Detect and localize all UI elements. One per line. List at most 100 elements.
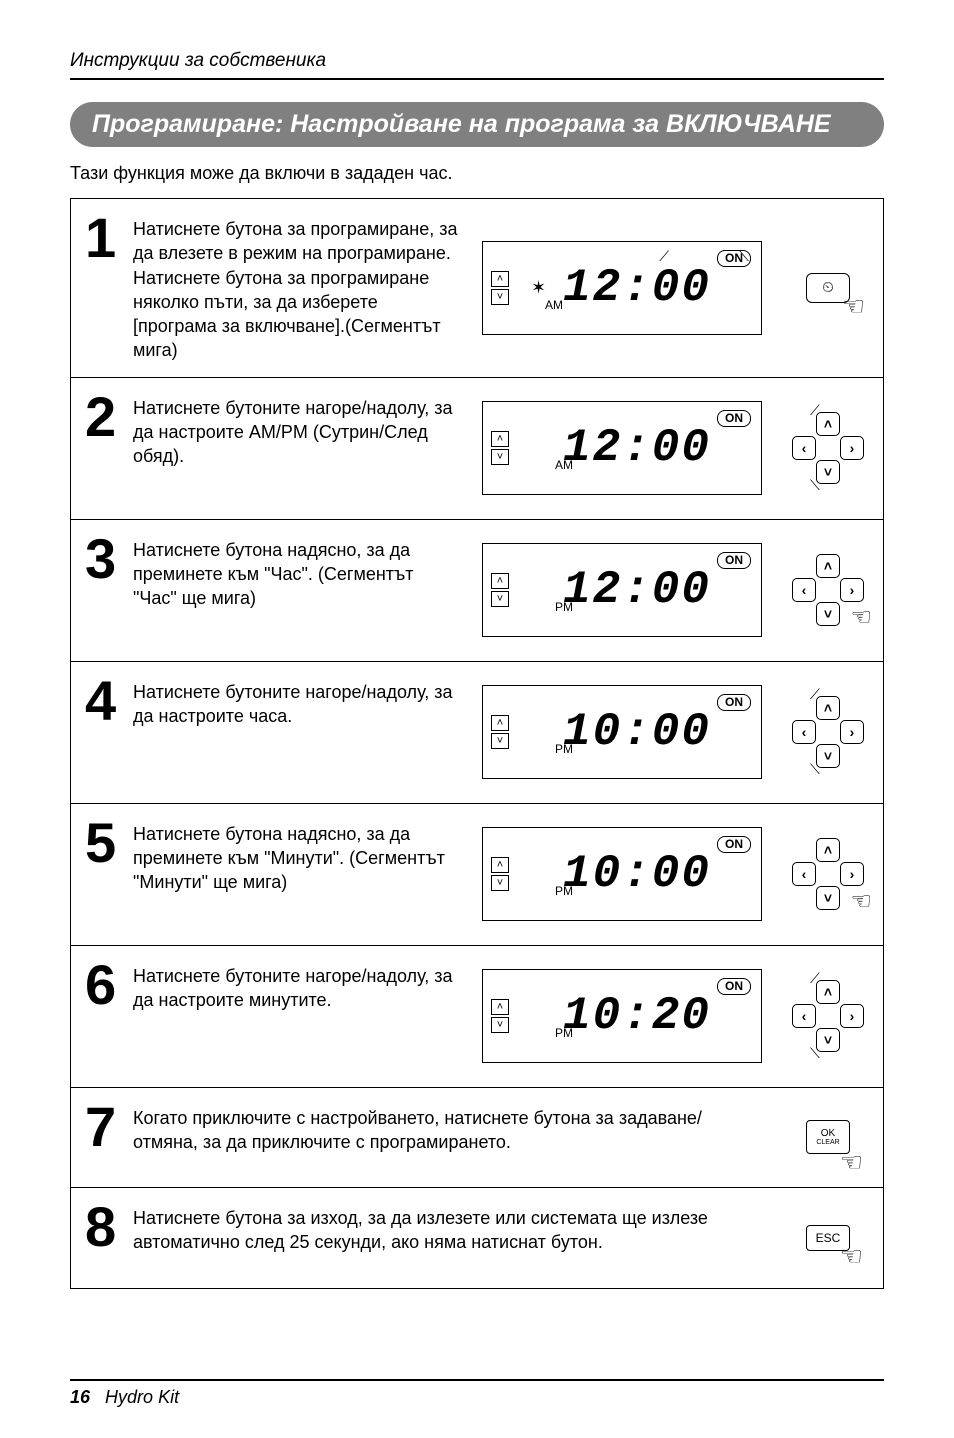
- dpad-left-button[interactable]: ‹: [792, 436, 816, 460]
- dpad-right-button[interactable]: ›: [840, 436, 864, 460]
- step-text-cell: 4 Натиснете бутоните нагоре/надолу, за д…: [71, 662, 471, 803]
- ok-clear-button[interactable]: OK CLEAR ☜: [806, 1120, 850, 1154]
- up-arrow-icon: ˄: [491, 715, 509, 731]
- steps-container: 1 Натиснете бутона за програмиране, за д…: [70, 198, 884, 1289]
- dpad-up-button[interactable]: ˄: [816, 838, 840, 862]
- lcd-display: ˄ ˅ ⟋ ON ⟋ ✶ AM 12:00: [482, 241, 762, 335]
- page-header: Инструкции за собственика: [70, 50, 884, 80]
- on-badge: ON: [717, 694, 751, 711]
- dpad-right-button[interactable]: ›: [840, 720, 864, 744]
- updown-icon: ˄ ˅: [491, 857, 509, 891]
- hand-icon: ☜: [840, 1241, 863, 1272]
- dpad-right-button[interactable]: ›: [840, 578, 864, 602]
- on-badge: ON: [717, 978, 751, 995]
- button-icon-cell: ESC ☜: [773, 1188, 883, 1288]
- step-text-cell: 6 Натиснете бутоните нагоре/надолу, за д…: [71, 946, 471, 1087]
- up-arrow-icon: ˄: [491, 271, 509, 287]
- ok-label: OK: [821, 1129, 835, 1139]
- step-row: 7 Когато приключите с настройването, нат…: [71, 1088, 883, 1188]
- step-text: Натиснете бутоните нагоре/надолу, за да …: [133, 960, 459, 1013]
- dpad: ˄ ‹ › ˅ ☜: [792, 838, 864, 910]
- step-number: 5: [85, 818, 125, 868]
- lcd-display: ˄ ˅ ON PM 10:00: [482, 685, 762, 779]
- clock-icon: ⏲: [822, 279, 834, 296]
- step-number: 7: [85, 1102, 125, 1152]
- hand-icon: ☜: [850, 603, 872, 632]
- up-arrow-icon: ˄: [491, 431, 509, 447]
- section-title-bar: Програмиране: Настройване на програма за…: [70, 102, 884, 147]
- step-text-cell: 2 Натиснете бутоните нагоре/надолу, за д…: [71, 378, 471, 519]
- step-row: 8 Натиснете бутона за изход, за да излез…: [71, 1188, 883, 1288]
- down-arrow-icon: ˅: [491, 591, 509, 607]
- program-button[interactable]: ⏲ ☜: [806, 273, 850, 303]
- dpad-right-button[interactable]: ›: [840, 862, 864, 886]
- motion-icon: ⟋: [810, 686, 820, 703]
- step-text-cell: 3 Натиснете бутона надясно, за да премин…: [71, 520, 471, 661]
- on-badge: ON: [717, 410, 751, 427]
- step-text-cell: 7 Когато приключите с настройването, нат…: [71, 1088, 773, 1187]
- dpad-left-button[interactable]: ‹: [792, 862, 816, 886]
- step-text: Натиснете бутоните нагоре/надолу, за да …: [133, 392, 459, 469]
- dpad-right-button[interactable]: ›: [840, 1004, 864, 1028]
- step-text-cell: 5 Натиснете бутона надясно, за да премин…: [71, 804, 471, 945]
- clear-label: CLEAR: [816, 1139, 839, 1146]
- button-icon-cell: ˄ ‹ › ˅ ☜: [773, 804, 883, 945]
- dpad-up-button[interactable]: ˄: [816, 554, 840, 578]
- dpad: ˄ ‹ › ˅ ⟋ ⟍: [792, 412, 864, 484]
- step-number: 6: [85, 960, 125, 1010]
- step-row: 6 Натиснете бутоните нагоре/надолу, за д…: [71, 946, 883, 1088]
- step-text: Натиснете бутона надясно, за да преминет…: [133, 534, 459, 611]
- product-name: Hydro Kit: [105, 1387, 179, 1407]
- updown-icon: ˄ ˅: [491, 999, 509, 1033]
- step-text: Натиснете бутоните нагоре/надолу, за да …: [133, 676, 459, 729]
- step-text: Натиснете бутона за програмиране, за да …: [133, 213, 459, 363]
- dpad-down-button[interactable]: ˅: [816, 886, 840, 910]
- ray-icon: ⟋: [739, 248, 749, 265]
- dpad-down-button[interactable]: ˅: [816, 602, 840, 626]
- ray-icon: ⟋: [659, 248, 669, 265]
- section-title: Програмиране: Настройване на програма за…: [92, 110, 862, 139]
- dpad-left-button[interactable]: ‹: [792, 720, 816, 744]
- ampm-label: PM: [555, 1026, 573, 1040]
- lcd-cell: ˄ ˅ ⟋ ON ⟋ ✶ AM 12:00: [471, 199, 773, 377]
- down-arrow-icon: ˅: [491, 289, 509, 305]
- step-row: 1 Натиснете бутона за програмиране, за д…: [71, 199, 883, 378]
- up-arrow-icon: ˄: [491, 999, 509, 1015]
- esc-button[interactable]: ESC ☜: [806, 1225, 850, 1251]
- step-row: 3 Натиснете бутона надясно, за да премин…: [71, 520, 883, 662]
- down-arrow-icon: ˅: [491, 875, 509, 891]
- ampm-label: AM: [555, 458, 573, 472]
- motion-icon: ⟋: [810, 402, 820, 419]
- updown-icon: ˄ ˅: [491, 715, 509, 749]
- down-arrow-icon: ˅: [491, 1017, 509, 1033]
- dpad-left-button[interactable]: ‹: [792, 578, 816, 602]
- dpad-left-button[interactable]: ‹: [792, 1004, 816, 1028]
- motion-icon: ⟋: [810, 970, 820, 987]
- step-number: 3: [85, 534, 125, 584]
- updown-icon: ˄ ˅: [491, 431, 509, 465]
- motion-icon: ⟍: [810, 761, 820, 778]
- up-arrow-icon: ˄: [491, 573, 509, 589]
- step-row: 2 Натиснете бутоните нагоре/надолу, за д…: [71, 378, 883, 520]
- step-number: 2: [85, 392, 125, 442]
- ampm-label: AM: [545, 298, 563, 312]
- on-badge: ON: [717, 552, 751, 569]
- step-row: 5 Натиснете бутона надясно, за да премин…: [71, 804, 883, 946]
- step-text-cell: 8 Натиснете бутона за изход, за да излез…: [71, 1188, 773, 1288]
- hand-icon: ☜: [850, 887, 872, 916]
- down-arrow-icon: ˅: [491, 733, 509, 749]
- page-number: 16: [70, 1387, 90, 1407]
- up-arrow-icon: ˄: [491, 857, 509, 873]
- lcd-cell: ˄ ˅ ON AM 12:00: [471, 378, 773, 519]
- step-text: Натиснете бутона надясно, за да преминет…: [133, 818, 459, 895]
- esc-label: ESC: [816, 1231, 841, 1245]
- dpad: ˄ ‹ › ˅ ⟋ ⟍: [792, 696, 864, 768]
- updown-icon: ˄ ˅: [491, 271, 509, 305]
- step-number: 8: [85, 1202, 125, 1252]
- lcd-display: ˄ ˅ ON AM 12:00: [482, 401, 762, 495]
- page-footer: 16 Hydro Kit: [70, 1379, 884, 1408]
- intro-text: Тази функция може да включи в зададен ча…: [70, 163, 884, 184]
- step-text-cell: 1 Натиснете бутона за програмиране, за д…: [71, 199, 471, 377]
- lcd-display: ˄ ˅ ON PM 10:00: [482, 827, 762, 921]
- button-icon-cell: OK CLEAR ☜: [773, 1088, 883, 1187]
